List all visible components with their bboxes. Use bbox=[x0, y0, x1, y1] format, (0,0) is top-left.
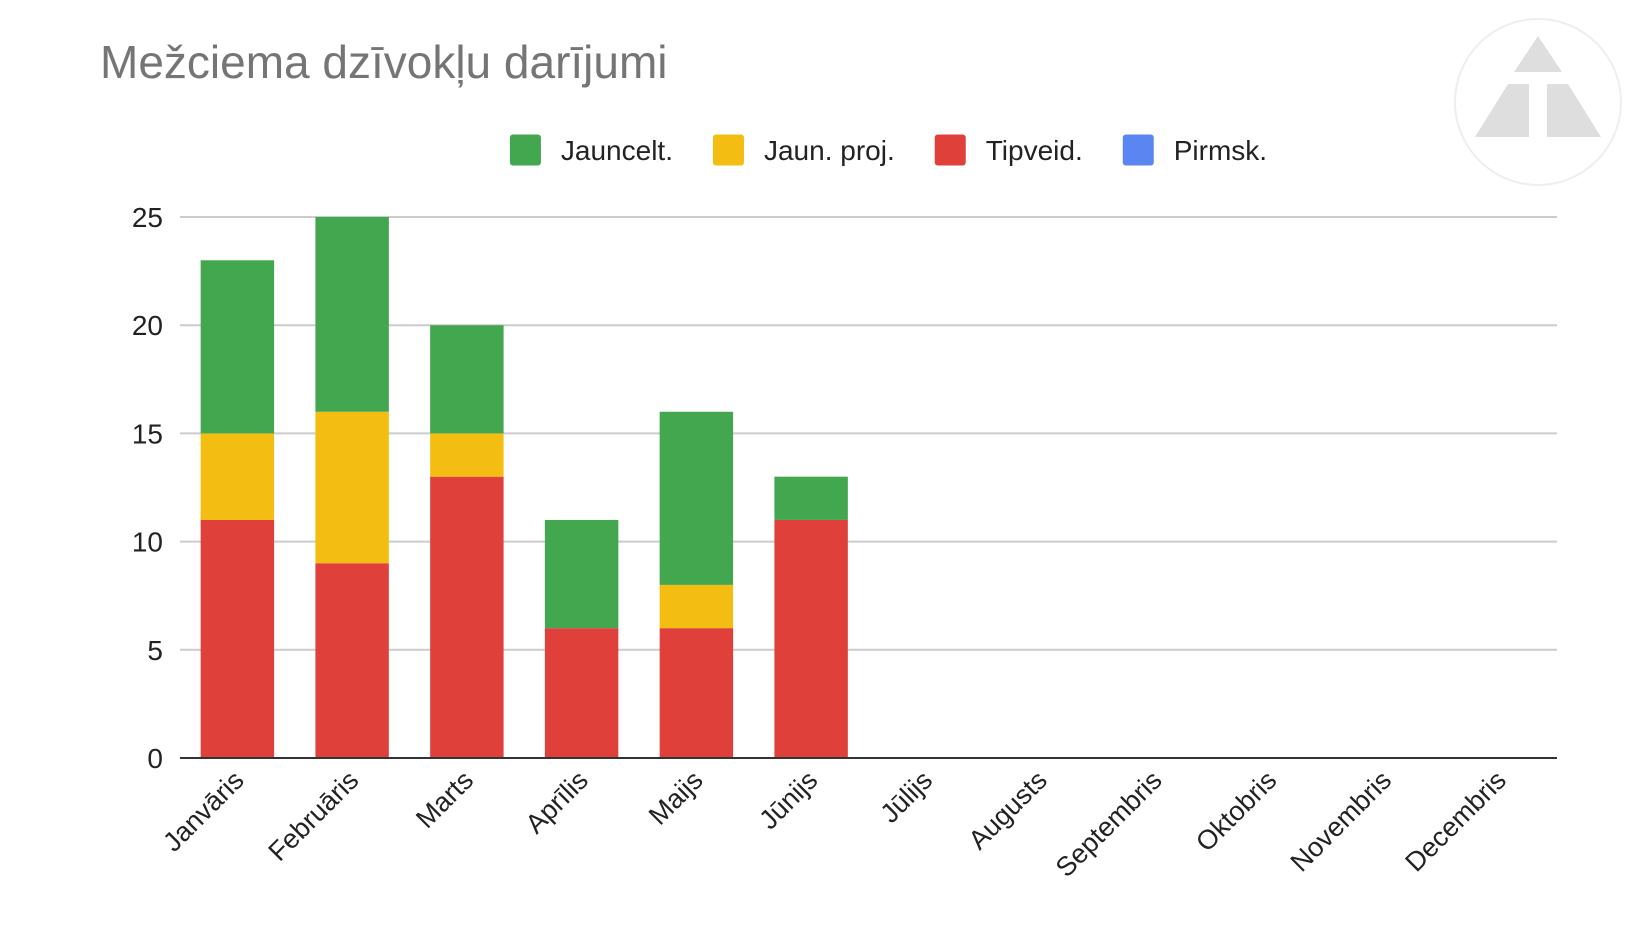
bar-segment bbox=[315, 217, 389, 412]
bar-segment bbox=[544, 519, 619, 629]
bar-segment bbox=[659, 411, 734, 585]
legend-item: Jaun. proj. bbox=[712, 134, 895, 166]
bar-segment bbox=[544, 628, 619, 758]
bar-segment bbox=[200, 519, 275, 758]
bar-segment bbox=[315, 411, 389, 564]
bar-segment bbox=[315, 563, 389, 758]
legend-swatch bbox=[934, 134, 966, 166]
chart-title: Mežciema dzīvokļu darījumi bbox=[100, 36, 668, 88]
legend: Jauncelt. Jaun. proj. Tipveid. Pirmsk. bbox=[509, 134, 1267, 166]
bar-segment bbox=[430, 433, 504, 477]
legend-label: Tipveid. bbox=[986, 135, 1083, 166]
x-tick-label: Februāris bbox=[263, 765, 365, 867]
y-tick-label: 10 bbox=[132, 527, 163, 558]
legend-swatch bbox=[1122, 134, 1154, 166]
x-tick-label: Oktobris bbox=[1190, 765, 1282, 857]
legend-swatch bbox=[712, 134, 744, 166]
y-tick-label: 25 bbox=[132, 202, 163, 233]
x-tick-label: Jūlijs bbox=[874, 765, 938, 829]
y-axis-ticks: 0 5 10 15 20 25 bbox=[132, 202, 163, 774]
bar-segment bbox=[430, 325, 504, 434]
x-tick-label: Septembris bbox=[1050, 765, 1168, 883]
x-tick-label: Novembris bbox=[1285, 765, 1397, 877]
x-tick-label: Marts bbox=[410, 765, 479, 834]
x-tick-label: Jūnijs bbox=[753, 765, 823, 835]
x-axis-ticks: Janvāris Februāris Marts Aprīlis Maijs Jūnijs… bbox=[157, 765, 1512, 883]
legend-swatch bbox=[509, 134, 541, 166]
legend-item: Tipveid. bbox=[934, 134, 1083, 166]
legend-label: Pirmsk. bbox=[1174, 135, 1267, 166]
bar-segment bbox=[774, 476, 848, 520]
legend-label: Jauncelt. bbox=[561, 135, 673, 166]
x-tick-label: Decembris bbox=[1399, 765, 1511, 877]
bar-segment bbox=[659, 628, 734, 758]
y-tick-label: 0 bbox=[147, 743, 163, 774]
gridlines bbox=[180, 216, 1557, 651]
triangle-logo-icon bbox=[1454, 18, 1622, 186]
x-tick-label: Aprīlis bbox=[520, 765, 594, 839]
bar-segment bbox=[659, 584, 734, 629]
bar-segment bbox=[200, 433, 275, 520]
bar-segment bbox=[200, 260, 275, 434]
legend-item: Jauncelt. bbox=[509, 134, 673, 166]
x-tick-label: Maijs bbox=[643, 765, 709, 831]
bars bbox=[200, 217, 848, 758]
bar-segment bbox=[774, 519, 848, 758]
x-tick-label: Janvāris bbox=[157, 765, 249, 857]
y-tick-label: 5 bbox=[147, 635, 163, 666]
x-tick-label: Augusts bbox=[963, 765, 1053, 855]
legend-label: Jaun. proj. bbox=[764, 135, 895, 166]
bar-segment bbox=[430, 476, 504, 758]
legend-item: Pirmsk. bbox=[1122, 134, 1267, 166]
y-tick-label: 15 bbox=[132, 418, 163, 449]
y-tick-label: 20 bbox=[132, 310, 163, 341]
